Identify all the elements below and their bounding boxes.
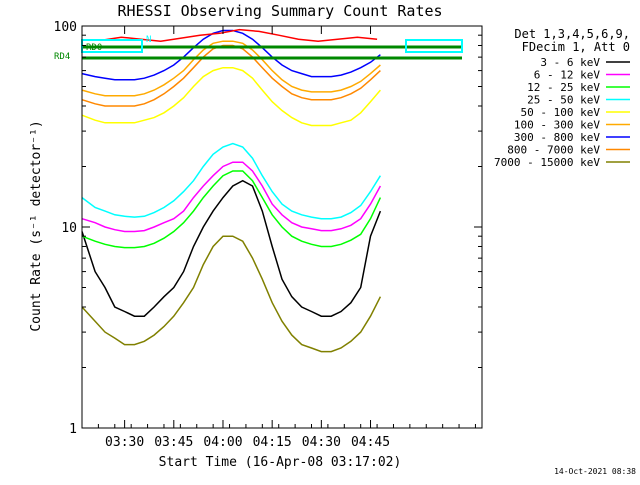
annotation-0: RD0 [86,43,102,53]
legend-header-1: FDecim 1, Att 0 [522,40,630,54]
legend-label-2: 12 - 25 keV [527,81,600,94]
x-tick-label-3: 04:15 [253,435,292,450]
legend-label-0: 3 - 6 keV [540,56,600,69]
legend-label-6: 300 - 800 keV [514,131,600,144]
chart-title: RHESSI Observing Summary Count Rates [117,2,442,20]
series-line-1 [81,161,382,233]
legend-label-1: 6 - 12 keV [534,69,601,82]
y-tick-label-2: 100 [54,20,77,35]
legend-label-3: 25 - 50 keV [527,94,600,107]
y-axis-label: Count Rate (s⁻¹ detector⁻¹) [29,120,44,331]
annotations: RD0 RD4 N [54,35,463,62]
annotation-2: N [146,35,151,45]
x-tick-label-1: 03:45 [154,435,193,450]
series-line-4 [81,66,381,127]
x-tick-label-4: 04:30 [302,435,341,450]
series-line-8 [81,235,382,353]
axes: 03:30 03:45 04:00 04:15 04:30 04:45 1 10 100 [54,20,482,450]
x-tick-label-2: 04:00 [203,435,242,450]
legend-label-4: 50 - 100 keV [521,106,601,119]
legend: Det 1,3,4,5,6,9,FDecim 1, Att 0 3 - 6 keV… [494,27,630,169]
legend-header-0: Det 1,3,4,5,6,9, [514,27,630,41]
series-line-2 [81,170,382,249]
y-tick-label-0: 1 [69,422,77,437]
data-traces [81,28,382,353]
legend-label-8: 7000 - 15000 keV [494,156,600,169]
attenuator-trace-0 [82,28,378,42]
x-axis-label: Start Time (16-Apr-08 03:17:02) [159,455,402,470]
y-tick-label-1: 10 [61,221,77,236]
legend-label-7: 800 - 7000 keV [507,144,600,157]
legend-label-5: 100 - 300 keV [514,119,600,132]
series-line-0 [81,179,382,317]
annotation-1: RD4 [54,52,70,62]
timestamp: 14-Oct-2021 08:38 [554,467,636,476]
series-line-3 [81,142,382,220]
n-marker-box-right [405,39,463,53]
series-line-5 [81,40,381,97]
x-tick-label-5: 04:45 [351,435,390,450]
x-tick-label-0: 03:30 [105,435,144,450]
